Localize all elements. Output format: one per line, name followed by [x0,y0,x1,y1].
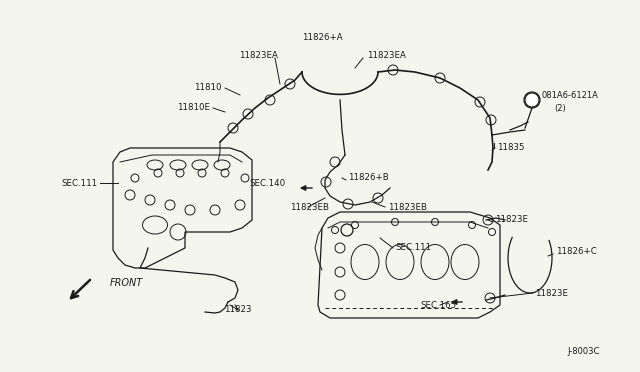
Text: SEC.111: SEC.111 [395,244,431,253]
Text: (2): (2) [554,103,566,112]
Text: FRONT: FRONT [110,278,143,288]
Text: 11823E: 11823E [495,215,528,224]
Text: 11823EB: 11823EB [388,202,427,212]
Text: SEC.165: SEC.165 [420,301,456,310]
Text: 11826+A: 11826+A [301,33,342,42]
Circle shape [525,93,539,107]
Text: 11823E: 11823E [535,289,568,298]
Text: 11810: 11810 [195,83,222,93]
Text: 11823EB: 11823EB [291,202,330,212]
Text: 081A6-6121A: 081A6-6121A [542,92,599,100]
Text: 11823EA: 11823EA [239,51,278,60]
Text: J-8003C: J-8003C [568,347,600,356]
Text: 11823: 11823 [224,305,252,314]
Text: SEC.111: SEC.111 [62,179,98,187]
Text: 11826+B: 11826+B [348,173,388,182]
Text: 11810E: 11810E [177,103,210,112]
Text: 11835: 11835 [497,144,525,153]
Text: 11823EA: 11823EA [367,51,406,60]
Text: 11826+C: 11826+C [556,247,596,257]
Text: SEC.140: SEC.140 [250,179,286,187]
